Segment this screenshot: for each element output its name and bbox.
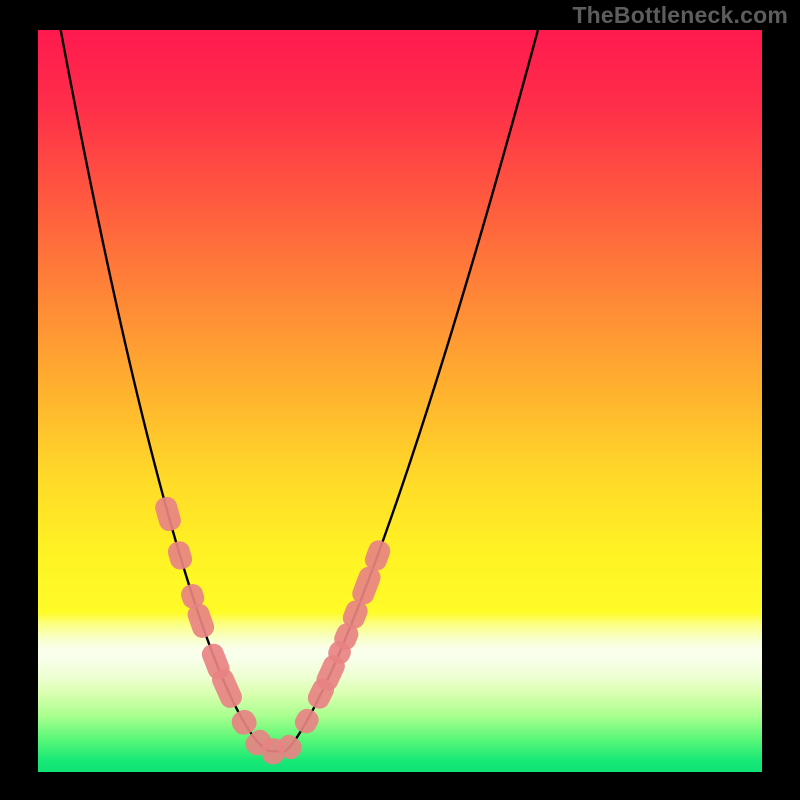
curve-marker bbox=[291, 705, 322, 737]
curve-marker bbox=[165, 539, 194, 572]
curve-layer bbox=[38, 30, 762, 772]
v-curve bbox=[61, 30, 538, 751]
watermark-text: TheBottleneck.com bbox=[572, 2, 788, 29]
curve-marker bbox=[153, 495, 183, 534]
plot-area bbox=[38, 30, 762, 772]
chart-root: TheBottleneck.com bbox=[0, 0, 800, 800]
